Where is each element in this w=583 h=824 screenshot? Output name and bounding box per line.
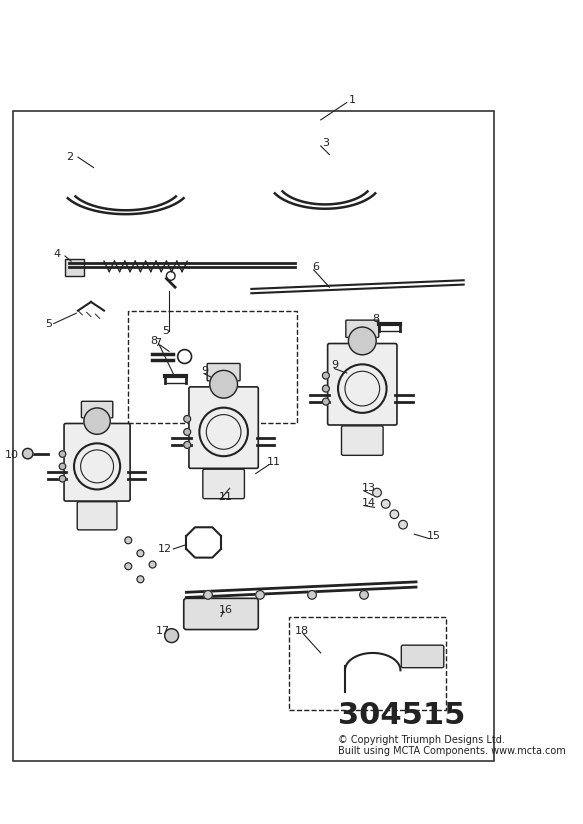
Circle shape <box>184 428 191 435</box>
Circle shape <box>184 442 191 448</box>
Circle shape <box>203 591 212 599</box>
Text: 2: 2 <box>66 152 73 162</box>
Text: 8: 8 <box>150 336 158 346</box>
Circle shape <box>59 451 66 457</box>
Circle shape <box>84 408 110 434</box>
FancyBboxPatch shape <box>64 424 130 501</box>
Text: 16: 16 <box>219 605 233 615</box>
Circle shape <box>322 385 329 392</box>
Bar <box>128 311 297 424</box>
Circle shape <box>137 576 144 583</box>
Text: 7: 7 <box>154 338 161 348</box>
FancyBboxPatch shape <box>328 344 397 425</box>
FancyBboxPatch shape <box>189 386 258 468</box>
FancyBboxPatch shape <box>184 598 258 630</box>
Circle shape <box>125 563 132 569</box>
Text: 11: 11 <box>219 492 233 502</box>
Text: 4: 4 <box>54 249 61 260</box>
Circle shape <box>322 398 329 405</box>
Circle shape <box>349 327 376 355</box>
Bar <box>65 259 84 276</box>
Circle shape <box>360 591 368 599</box>
Circle shape <box>59 475 66 482</box>
Circle shape <box>256 591 264 599</box>
Circle shape <box>322 372 329 379</box>
Text: 8: 8 <box>373 314 380 325</box>
Circle shape <box>390 510 399 518</box>
Circle shape <box>184 415 191 423</box>
Text: 3: 3 <box>322 138 329 148</box>
Circle shape <box>23 448 33 459</box>
Text: 1: 1 <box>349 95 356 105</box>
Circle shape <box>381 499 390 508</box>
Text: 18: 18 <box>294 626 309 636</box>
Circle shape <box>149 561 156 568</box>
Text: 5: 5 <box>45 319 52 329</box>
Circle shape <box>125 536 132 544</box>
Text: 5: 5 <box>162 325 169 335</box>
Circle shape <box>373 489 381 497</box>
Text: 14: 14 <box>362 498 377 508</box>
Circle shape <box>59 463 66 470</box>
Bar <box>289 616 447 710</box>
Circle shape <box>210 371 237 398</box>
Text: © Copyright Triumph Designs Ltd.: © Copyright Triumph Designs Ltd. <box>338 735 505 745</box>
Text: 9: 9 <box>201 366 208 377</box>
Text: 9: 9 <box>331 360 338 370</box>
Text: 304515: 304515 <box>338 701 465 730</box>
Circle shape <box>308 591 317 599</box>
Text: 15: 15 <box>427 531 441 541</box>
Text: Built using MCTA Components. www.mcta.com: Built using MCTA Components. www.mcta.co… <box>338 746 566 756</box>
FancyBboxPatch shape <box>82 401 113 418</box>
Text: 6: 6 <box>312 262 319 272</box>
FancyBboxPatch shape <box>342 426 383 456</box>
Text: 17: 17 <box>156 626 170 636</box>
FancyBboxPatch shape <box>401 645 444 667</box>
Circle shape <box>137 550 144 557</box>
Text: 11: 11 <box>267 457 281 467</box>
Circle shape <box>399 520 408 529</box>
FancyBboxPatch shape <box>203 469 244 499</box>
Text: 10: 10 <box>5 451 19 461</box>
FancyBboxPatch shape <box>77 502 117 530</box>
FancyBboxPatch shape <box>207 363 240 381</box>
Text: 12: 12 <box>157 544 171 554</box>
Circle shape <box>164 629 178 643</box>
Text: 13: 13 <box>362 483 376 494</box>
FancyBboxPatch shape <box>346 321 379 338</box>
